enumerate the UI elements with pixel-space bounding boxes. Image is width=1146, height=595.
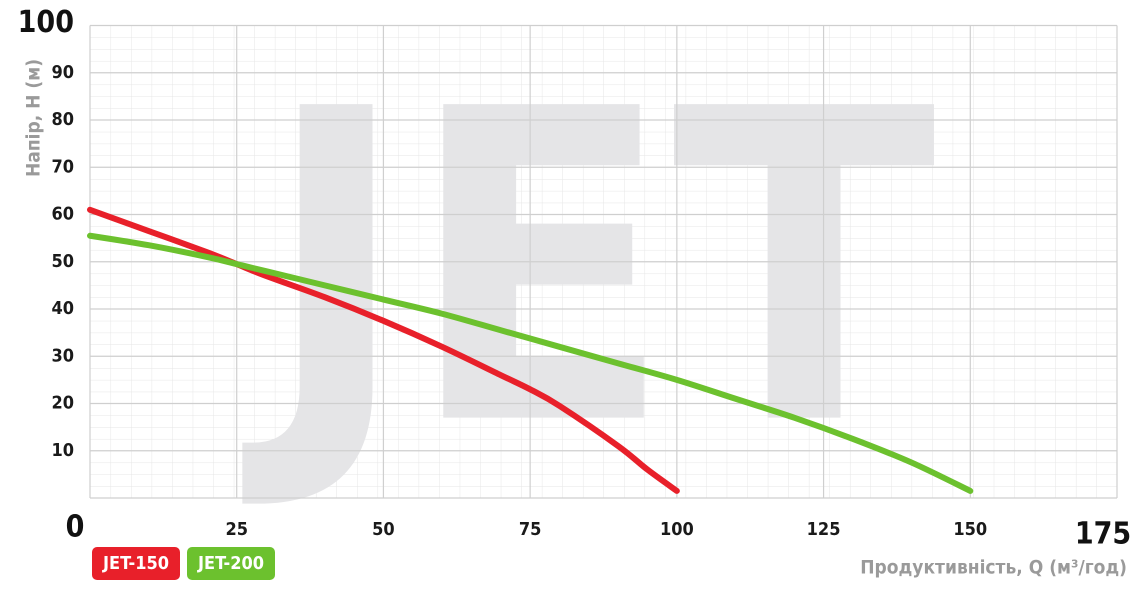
y-tick-label: 80: [51, 109, 74, 130]
line: [87, 232, 974, 494]
watermark: JET: [237, 20, 936, 520]
x-tick-label: 175: [1075, 517, 1131, 552]
y-tick-label: 50: [51, 251, 74, 272]
y-axis-title: Напір, Н (м): [23, 59, 45, 177]
legend-label: JET-150: [102, 553, 169, 574]
legend-swatch: [187, 547, 275, 580]
line: [87, 206, 680, 494]
y-tick-label: 90: [51, 62, 74, 83]
x-axis-title: Продуктивність, Q (м³/год): [860, 557, 1127, 579]
legend-item: JET-150: [92, 547, 180, 580]
y-tick-label: 60: [51, 204, 74, 225]
x-tick-label: 25: [225, 519, 248, 540]
x-tick-label: 50: [372, 519, 395, 540]
y-tick-label: 10: [51, 440, 74, 461]
x-tick-label: 75: [519, 519, 542, 540]
legend-label: JET-200: [197, 553, 264, 574]
y-tick-label: 20: [51, 393, 74, 414]
y-tick-label: 100: [18, 5, 74, 40]
x-tick-label: 125: [807, 519, 841, 540]
y-tick-label: 30: [51, 345, 74, 366]
y-tick-label: 70: [51, 156, 74, 177]
legend-item: JET-200: [187, 547, 275, 580]
y-tick-label: 40: [51, 298, 74, 319]
x-tick-label: 100: [660, 519, 694, 540]
legend-swatch: [92, 547, 180, 580]
x-tick-label: 150: [953, 519, 987, 540]
y-tick-label: 0: [66, 510, 85, 545]
